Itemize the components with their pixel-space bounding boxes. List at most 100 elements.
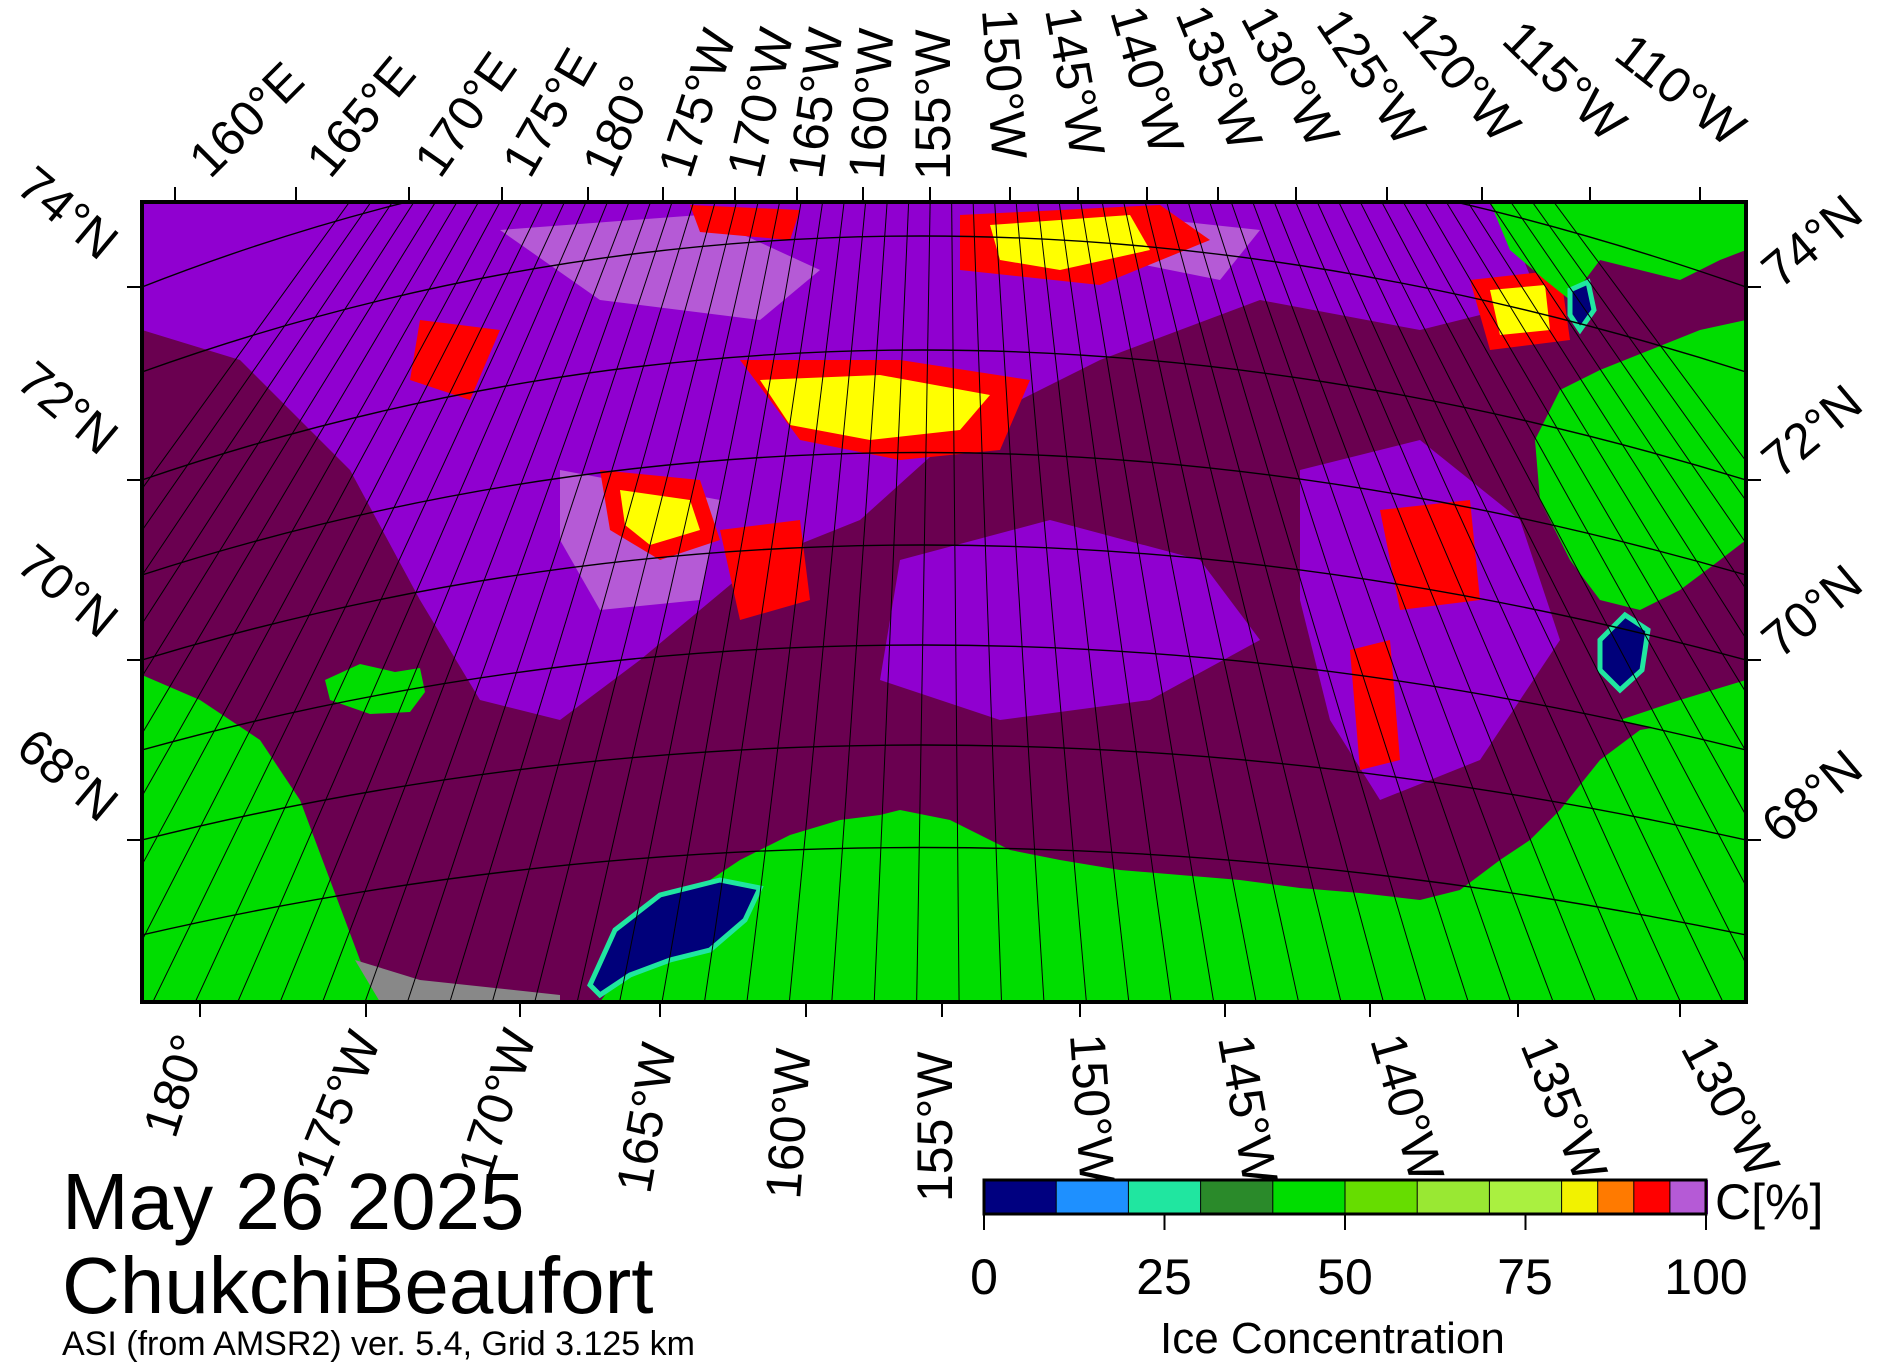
longitude-line bbox=[1080, 202, 1215, 1002]
longitude-line bbox=[746, 202, 845, 1002]
longitude-line bbox=[1424, 202, 1746, 753]
product-info: ASI (from AMSR2) ver. 5.4, Grid 3.125 km bbox=[62, 1325, 695, 1363]
lat-arc-73n bbox=[142, 235, 1746, 373]
colorbar-cell bbox=[984, 1180, 1057, 1214]
longitude-line bbox=[1101, 202, 1257, 1002]
colorbar-cell bbox=[1669, 1180, 1706, 1214]
longitude-line bbox=[788, 202, 867, 1002]
lat-label-right: 68°N bbox=[1751, 739, 1873, 854]
longitude-line bbox=[322, 202, 630, 1002]
ice-streak-lilac bbox=[500, 215, 820, 320]
colorbar-cell bbox=[1056, 1180, 1129, 1214]
land-east-mainland bbox=[1620, 680, 1746, 760]
longitude-line bbox=[1166, 202, 1384, 1002]
longitude-line bbox=[142, 202, 351, 490]
lat-label-left: 70°N bbox=[7, 534, 129, 649]
longitude-line bbox=[619, 202, 781, 1002]
longitude-line bbox=[194, 202, 566, 1002]
ice-red bbox=[1350, 640, 1400, 770]
lat-arc-67n bbox=[142, 846, 1746, 936]
lon-label-bottom: 150°W bbox=[1059, 1032, 1125, 1187]
colorbar-tick-label: 100 bbox=[1664, 1249, 1748, 1305]
lat-arc-70n bbox=[142, 544, 1746, 661]
longitude-lines bbox=[142, 202, 1746, 1002]
longitude-line bbox=[152, 202, 544, 1002]
longitude-line bbox=[1015, 202, 1087, 1002]
lat-label-left: 72°N bbox=[7, 351, 129, 466]
colorbar-cell bbox=[1561, 1180, 1598, 1214]
open-water-kotzebue bbox=[587, 877, 764, 999]
colorbar-cell bbox=[1489, 1180, 1562, 1214]
lat-arc-74n bbox=[142, 202, 1746, 288]
longitude-line bbox=[994, 202, 1045, 1002]
longitude-line bbox=[142, 202, 372, 532]
map-date: May 26 2025 bbox=[62, 1157, 525, 1246]
lat-label-right: 74°N bbox=[1751, 184, 1873, 299]
longitude-line bbox=[142, 202, 437, 678]
land-alaska bbox=[600, 700, 1746, 1002]
lat-label-left: 74°N bbox=[7, 156, 129, 271]
lon-label-top: 160°W bbox=[838, 26, 904, 181]
ice-band-mid bbox=[880, 520, 1260, 720]
longitude-line bbox=[1037, 202, 1130, 1002]
colorbar-cell bbox=[1633, 1180, 1670, 1214]
land-wrangel-island bbox=[325, 664, 425, 714]
lon-label-bottom: 165°W bbox=[606, 1038, 687, 1197]
colorbar-cell bbox=[1200, 1180, 1273, 1214]
longitude-line bbox=[1187, 202, 1427, 1002]
longitude-line bbox=[1123, 202, 1300, 1002]
longitude-line bbox=[1531, 202, 1746, 502]
longitude-line bbox=[406, 202, 673, 1002]
lon-label-bottom: 130°W bbox=[1670, 1027, 1791, 1187]
longitude-line bbox=[1273, 202, 1597, 1002]
longitude-line bbox=[279, 202, 609, 1002]
longitude-line bbox=[1553, 202, 1746, 462]
lon-label-bottom: 160°W bbox=[755, 1046, 821, 1201]
frame-ticks bbox=[127, 187, 1761, 1017]
lat-arc-72n bbox=[142, 349, 1746, 481]
colorbar-cell bbox=[1417, 1180, 1490, 1214]
lon-label-top: 150°W bbox=[971, 7, 1037, 162]
longitude-line bbox=[142, 202, 394, 577]
lon-label-bottom: 135°W bbox=[1510, 1028, 1619, 1189]
colorbar-unit: C[%] bbox=[1715, 1174, 1824, 1230]
longitude-line bbox=[576, 202, 759, 1002]
latitude-lines bbox=[142, 202, 1746, 936]
colorbar-cell bbox=[1128, 1180, 1201, 1214]
lon-label-top: 115°W bbox=[1492, 10, 1637, 153]
colorbar-cell bbox=[1272, 1180, 1345, 1214]
longitude-line bbox=[1510, 202, 1746, 544]
longitude-line bbox=[491, 202, 716, 1002]
longitude-line bbox=[449, 202, 695, 1002]
longitude-line bbox=[237, 202, 587, 1002]
ice-red bbox=[690, 205, 800, 240]
longitude-line bbox=[1381, 202, 1746, 888]
longitude-line bbox=[1359, 202, 1746, 965]
missing-data bbox=[355, 960, 560, 1002]
lon-label-top: 165°E bbox=[296, 46, 427, 187]
colorbar-tick-label: 0 bbox=[970, 1249, 998, 1305]
map-frame bbox=[140, 200, 1748, 1004]
longitude-line bbox=[142, 202, 458, 735]
ice-red bbox=[720, 520, 810, 620]
longitude-line bbox=[1295, 202, 1639, 1002]
longitude-line bbox=[142, 202, 480, 798]
colorbar bbox=[983, 1180, 1708, 1214]
lat-label-right: 72°N bbox=[1751, 374, 1873, 489]
lon-label-top: 110°W bbox=[1605, 23, 1756, 158]
longitude-line bbox=[873, 202, 910, 1002]
longitude-line bbox=[951, 202, 960, 1002]
lon-label-top: 160°E bbox=[178, 51, 314, 187]
longitude-line bbox=[1488, 202, 1746, 590]
lon-label-bottom: 155°W bbox=[907, 1051, 963, 1202]
longitude-line bbox=[1209, 202, 1469, 1002]
lon-label-bottom: 145°W bbox=[1207, 1030, 1288, 1189]
longitude-line bbox=[1338, 202, 1724, 1002]
longitude-line bbox=[1144, 202, 1342, 1002]
longitude-line bbox=[142, 202, 415, 625]
colorbar-ticks bbox=[983, 1214, 1707, 1230]
longitude-line bbox=[1316, 202, 1682, 1002]
ice-yellow bbox=[1490, 285, 1550, 335]
colorbar-tick-label: 50 bbox=[1317, 1249, 1373, 1305]
